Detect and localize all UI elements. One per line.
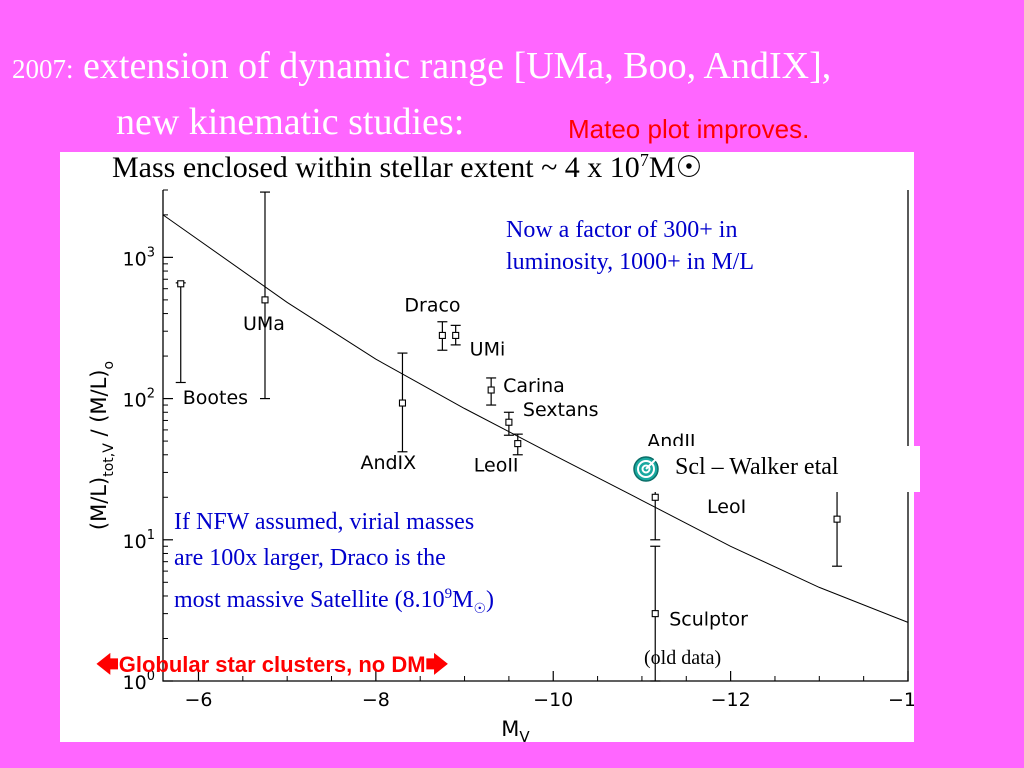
nfw-unit: M	[452, 587, 474, 613]
data-point-sculptor	[651, 610, 659, 618]
y-axis-label: (M/L)tot,V / (M/L)o	[87, 361, 117, 530]
point-label-uma: UMa	[243, 313, 285, 335]
factor-line2: luminosity, 1000+ in M/L	[506, 249, 754, 275]
scl-label-box	[630, 446, 920, 492]
data-point-leoii	[514, 440, 522, 448]
nfw-line3: most massive Satellite (8.109M☉)	[174, 576, 494, 628]
mass-text-body: Mass enclosed within stellar extent ~ 4 …	[112, 151, 640, 184]
nfw-exponent: 9	[444, 586, 453, 602]
y-tick-label: 102	[123, 387, 155, 412]
title-year: 2007:	[12, 54, 74, 84]
right-arrow-icon: 🡆	[425, 652, 449, 677]
data-point-bootes	[177, 280, 185, 288]
data-point-sextans	[505, 418, 513, 426]
slide-title-line2: new kinematic studies:	[116, 101, 465, 143]
point-label-umi: UMi	[470, 338, 506, 360]
point-label-draco: Draco	[404, 294, 460, 316]
y-tick-label: 103	[123, 245, 155, 270]
data-point-andii	[651, 493, 659, 501]
globular-clusters-note: 🡄Globular star clusters, no DM🡆	[96, 648, 448, 686]
point-label-andix: AndIX	[360, 452, 416, 474]
data-point-uma	[261, 296, 269, 304]
mass-exponent: 7	[639, 150, 649, 170]
factor-line1: Now a factor of 300+ in	[506, 217, 738, 243]
nfw-annotation: If NFW assumed, virial masses are 100x l…	[174, 504, 494, 628]
mateo-subtitle: Mateo plot improves.	[568, 114, 810, 144]
title-text-1: extension of dynamic range [UMa, Boo, An…	[83, 45, 832, 87]
x-tick-label: −8	[362, 689, 390, 711]
sun-symbol-icon: ☉	[675, 151, 703, 184]
mateo-plot: −6 −8 −10 −12 −14 100 101 102 103 MV (M/L)tot,V / …	[87, 189, 914, 742]
nfw-line1: If NFW assumed, virial masses	[174, 509, 475, 535]
y-tick-label: 101	[123, 528, 155, 553]
fit-curve	[162, 214, 909, 623]
slide-title-line1: 2007: extension of dynamic range [UMa, B…	[12, 44, 831, 88]
left-arrow-icon: 🡄	[96, 652, 119, 677]
nfw-close: )	[486, 587, 495, 613]
y-tick-label: 100	[123, 669, 155, 694]
nfw-line2: are 100x larger, Draco is the	[174, 545, 446, 571]
scl-walker-label: Scl – Walker etal	[675, 454, 839, 480]
nfw-line3-text: most massive Satellite (8.10	[174, 587, 445, 613]
point-label-carina: Carina	[503, 375, 565, 397]
target-icon	[633, 456, 659, 482]
data-point-andix	[398, 399, 407, 407]
data-point-carina	[487, 386, 495, 394]
x-axis-label: MV	[501, 717, 530, 742]
point-label-leoii: LeoII	[474, 455, 519, 477]
x-tick-label: −6	[184, 689, 212, 711]
mass-enclosed-text: Mass enclosed within stellar extent ~ 4 …	[112, 150, 702, 185]
point-label-sculptor: Sculptor	[669, 609, 748, 631]
point-label-sextans: Sextans	[523, 399, 599, 421]
nfw-sun-icon: ☉	[473, 601, 487, 617]
data-point-leoi	[833, 515, 841, 523]
x-tick-label: −10	[533, 689, 573, 711]
old-data-label: (old data)	[644, 647, 722, 669]
globular-text: Globular star clusters, no DM	[118, 652, 426, 677]
data-point-umi	[452, 331, 460, 339]
x-tick-label: −12	[711, 689, 751, 711]
x-tick-label: −14	[888, 689, 914, 711]
data-point-draco	[438, 331, 446, 339]
mass-unit: M	[648, 151, 676, 184]
factor-annotation: Now a factor of 300+ in luminosity, 1000…	[506, 214, 754, 278]
point-label-bootes: Bootes	[183, 387, 248, 409]
plot-axes	[162, 190, 909, 682]
point-label-leoi: LeoI	[707, 496, 746, 518]
